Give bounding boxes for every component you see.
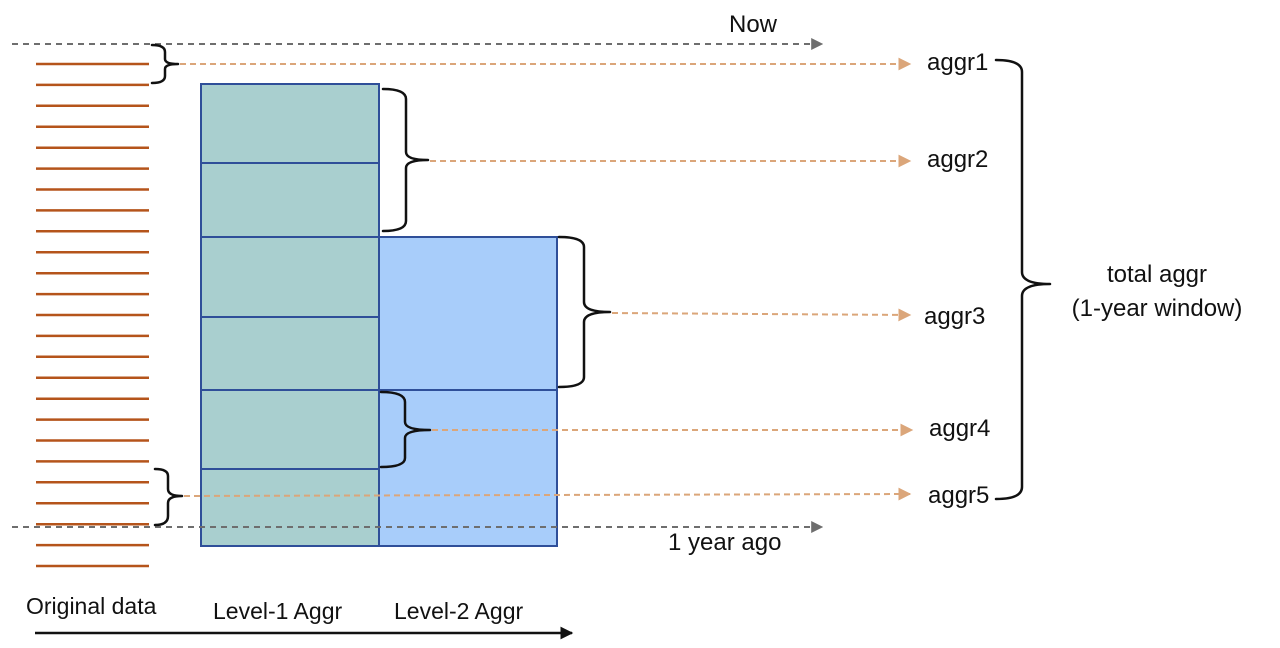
arrow-aggr5 [183,487,912,501]
level1-block [200,316,380,391]
brace-aggr3 [557,235,612,389]
level1-block [200,468,380,547]
original-data-label: Original data [26,593,157,619]
level2-block [378,389,558,547]
brace-total [994,58,1052,501]
level1-aggr-column [200,83,380,547]
total-aggr-label: total aggr [1107,261,1207,288]
brace-aggr5 [153,467,184,527]
aggr1-label: aggr1 [927,49,988,76]
brace-aggr2 [381,87,430,233]
level2-aggr-column [378,236,558,547]
level1-block [200,389,380,470]
brace-aggr4 [379,390,432,469]
arrow-aggr3 [611,308,912,322]
level1-block [200,83,380,164]
year-ago-label: 1 year ago [668,529,781,556]
aggr5-label: aggr5 [928,482,989,509]
level2-block [378,236,558,391]
level1-block [200,236,380,318]
aggr4-label: aggr4 [929,415,990,442]
aggr2-label: aggr2 [927,146,988,173]
brace-aggr1 [150,43,180,85]
level1-label: Level-1 Aggr [213,598,342,624]
level2-label: Level-2 Aggr [394,598,523,624]
aggr3-label: aggr3 [924,303,985,330]
original-data-lines [36,62,149,568]
now-label: Now [729,11,778,38]
total-window-label: (1-year window) [1072,295,1243,322]
level1-block [200,162,380,238]
